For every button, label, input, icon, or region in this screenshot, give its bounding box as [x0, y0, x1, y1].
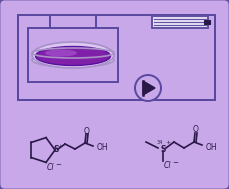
Polygon shape	[143, 81, 155, 95]
Ellipse shape	[32, 42, 114, 68]
Bar	[204, 20, 210, 24]
Text: OH: OH	[97, 143, 109, 153]
Bar	[152, 16, 208, 28]
Text: 34: 34	[157, 140, 163, 146]
Text: O: O	[193, 125, 199, 135]
Text: −: −	[55, 162, 61, 168]
Ellipse shape	[45, 50, 77, 57]
Text: OH: OH	[206, 143, 218, 152]
Text: S: S	[53, 146, 59, 154]
Text: Cl: Cl	[46, 163, 54, 173]
Bar	[28, 28, 118, 82]
Ellipse shape	[32, 53, 114, 67]
Bar	[18, 15, 215, 100]
Ellipse shape	[35, 46, 111, 66]
Text: O: O	[84, 126, 90, 136]
Text: −: −	[172, 160, 178, 166]
Circle shape	[135, 75, 161, 101]
Text: S: S	[160, 145, 166, 153]
Text: Cl: Cl	[163, 161, 171, 170]
Text: +: +	[57, 143, 63, 149]
Text: +: +	[165, 140, 171, 146]
